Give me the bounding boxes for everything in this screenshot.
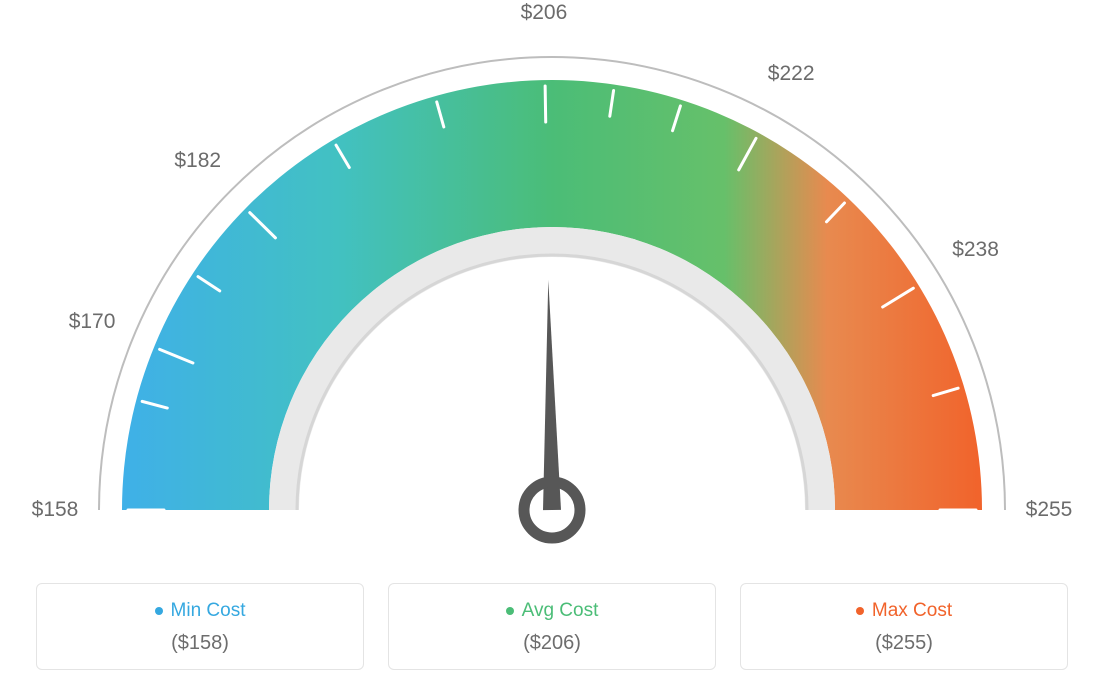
gauge-tick-label: $238 [952, 238, 999, 262]
gauge-chart: $158 $170 $182 $206 $222 $238 $255 [0, 0, 1104, 560]
gauge-tick-label: $170 [69, 310, 116, 334]
legend-card-min: Min Cost ($158) [36, 583, 364, 670]
legend-title-max: Max Cost [856, 600, 952, 622]
legend-title-min: Min Cost [155, 600, 246, 622]
legend-title-avg: Avg Cost [506, 600, 599, 622]
gauge-svg [0, 0, 1104, 560]
chart-container: $158 $170 $182 $206 $222 $238 $255 Min Cost ($… [0, 0, 1104, 690]
dot-icon [856, 607, 864, 615]
legend-value-min: ($158) [47, 632, 353, 655]
gauge-tick-label: $206 [521, 1, 568, 25]
legend-label: Min Cost [171, 600, 246, 622]
legend-value-max: ($255) [751, 632, 1057, 655]
gauge-tick-label: $158 [32, 498, 79, 522]
dot-icon [155, 607, 163, 615]
legend-card-avg: Avg Cost ($206) [388, 583, 716, 670]
legend-row: Min Cost ($158) Avg Cost ($206) Max Cost… [36, 583, 1068, 670]
legend-label: Avg Cost [522, 600, 599, 622]
gauge-tick-label: $255 [1026, 498, 1073, 522]
gauge-tick-label: $222 [768, 62, 815, 86]
legend-label: Max Cost [872, 600, 952, 622]
dot-icon [506, 607, 514, 615]
legend-card-max: Max Cost ($255) [740, 583, 1068, 670]
gauge-tick-label: $182 [174, 149, 221, 173]
legend-value-avg: ($206) [399, 632, 705, 655]
